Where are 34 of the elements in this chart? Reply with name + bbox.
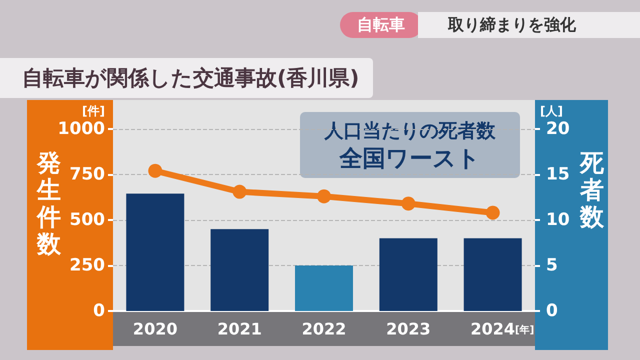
y2-tick-label: 20 bbox=[546, 119, 570, 139]
y-tick-label: 250 bbox=[70, 256, 106, 276]
point bbox=[486, 206, 500, 220]
text: 取り締まりを強化 bbox=[418, 12, 640, 38]
annotation: 全国ワースト bbox=[338, 145, 482, 173]
bar bbox=[126, 194, 184, 311]
y2-tick-label: 15 bbox=[546, 164, 570, 184]
y-tick-label: 0 bbox=[93, 301, 106, 321]
x-tick-label: 2022 bbox=[302, 320, 346, 338]
x-axis-title: [年] bbox=[515, 324, 534, 337]
bar bbox=[295, 266, 353, 311]
point bbox=[317, 189, 331, 204]
point bbox=[148, 164, 162, 178]
point bbox=[232, 184, 247, 199]
text: [件] bbox=[82, 103, 105, 120]
text: [人] bbox=[540, 103, 563, 120]
y-tick-label: 500 bbox=[70, 210, 106, 230]
point bbox=[401, 196, 416, 211]
bar bbox=[464, 238, 522, 311]
y2-tick-label: 5 bbox=[546, 256, 558, 276]
y-tick-label: 1000 bbox=[58, 119, 106, 139]
y2-tick-label: 10 bbox=[546, 210, 570, 230]
x-tick-label: 2023 bbox=[386, 320, 431, 338]
text: 自転車 bbox=[340, 12, 422, 38]
y-axis-title: 発生件数 bbox=[36, 149, 62, 258]
chart-title: 自転車が関係した交通事故(香川県) bbox=[0, 58, 374, 98]
y2-axis-title: 死者数 bbox=[579, 149, 605, 231]
y2-tick-label: 0 bbox=[546, 301, 558, 321]
x-tick-label: 2020 bbox=[132, 320, 178, 338]
x-tick-label: 2021 bbox=[217, 320, 262, 338]
y-tick-label: 750 bbox=[70, 164, 106, 184]
bar bbox=[379, 238, 438, 311]
x-tick-label: 2024 bbox=[470, 320, 516, 338]
bar bbox=[210, 229, 269, 311]
